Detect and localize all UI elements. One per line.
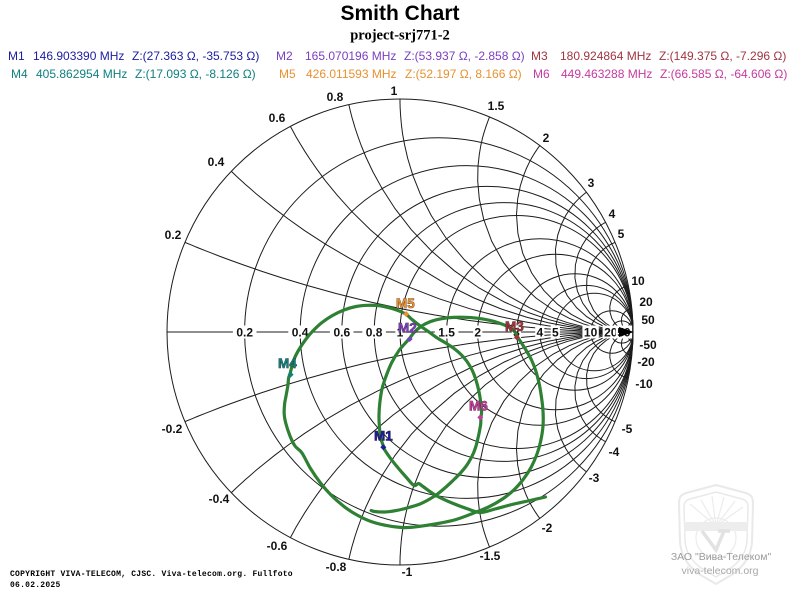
svg-text:-4: -4 bbox=[609, 445, 620, 459]
svg-text:Z:(53.937 Ω, -2.858 Ω): Z:(53.937 Ω, -2.858 Ω) bbox=[404, 49, 525, 63]
svg-text:06.02.2025: 06.02.2025 bbox=[10, 581, 61, 590]
svg-text:449.463288 MHz: 449.463288 MHz bbox=[561, 67, 652, 81]
svg-text:-0.4: -0.4 bbox=[209, 492, 230, 506]
svg-text:M3: M3 bbox=[531, 49, 548, 63]
svg-text:-0.6: -0.6 bbox=[267, 539, 288, 553]
svg-text:-50: -50 bbox=[639, 338, 657, 352]
svg-text:1.5: 1.5 bbox=[488, 99, 505, 113]
svg-text:M5: M5 bbox=[279, 67, 296, 81]
svg-text:2: 2 bbox=[543, 131, 550, 145]
svg-text:M1: M1 bbox=[374, 429, 393, 444]
svg-text:-10: -10 bbox=[635, 377, 653, 391]
svg-text:10: 10 bbox=[631, 274, 645, 288]
svg-text:0.8: 0.8 bbox=[327, 90, 344, 104]
svg-text:Z:(66.585 Ω, -64.606 Ω): Z:(66.585 Ω, -64.606 Ω) bbox=[660, 67, 787, 81]
svg-text:3: 3 bbox=[588, 176, 595, 190]
svg-text:M1: M1 bbox=[8, 49, 25, 63]
svg-text:0.4: 0.4 bbox=[208, 155, 225, 169]
svg-text:Z:(27.363 Ω, -35.753 Ω): Z:(27.363 Ω, -35.753 Ω) bbox=[132, 49, 259, 63]
svg-text:0.4: 0.4 bbox=[292, 326, 309, 340]
svg-text:5: 5 bbox=[618, 227, 625, 241]
svg-text:10: 10 bbox=[584, 326, 598, 340]
svg-text:20: 20 bbox=[604, 326, 618, 340]
svg-text:M2: M2 bbox=[276, 49, 293, 63]
svg-text:M4: M4 bbox=[11, 67, 28, 81]
svg-text:-0.8: -0.8 bbox=[326, 560, 347, 574]
svg-text:4: 4 bbox=[536, 326, 543, 340]
svg-text:4: 4 bbox=[609, 207, 616, 221]
svg-text:M2: M2 bbox=[398, 321, 417, 336]
svg-text:-3: -3 bbox=[589, 471, 600, 485]
svg-text:1: 1 bbox=[391, 84, 398, 98]
svg-text:20: 20 bbox=[639, 295, 653, 309]
svg-text:-20: -20 bbox=[637, 355, 655, 369]
svg-text:0.6: 0.6 bbox=[269, 111, 286, 125]
svg-text:project-srj771-2: project-srj771-2 bbox=[350, 28, 450, 44]
svg-text:1.5: 1.5 bbox=[438, 326, 455, 340]
svg-text:1: 1 bbox=[397, 326, 404, 340]
svg-text:426.011593 MHz: 426.011593 MHz bbox=[306, 67, 397, 81]
svg-text:-5: -5 bbox=[622, 422, 633, 436]
svg-text:viva-telecom.org: viva-telecom.org bbox=[681, 565, 758, 577]
svg-text:Z:(149.375 Ω, -7.296 Ω): Z:(149.375 Ω, -7.296 Ω) bbox=[659, 49, 786, 63]
svg-text:165.070196 MHz: 165.070196 MHz bbox=[305, 49, 396, 63]
svg-text:M6: M6 bbox=[469, 399, 488, 414]
svg-text:M6: M6 bbox=[533, 67, 550, 81]
svg-text:405.862954 MHz: 405.862954 MHz bbox=[36, 67, 127, 81]
svg-text:50: 50 bbox=[641, 313, 655, 327]
svg-text:180.924864 MHz: 180.924864 MHz bbox=[560, 49, 651, 63]
svg-text:Z:(52.197 Ω, 8.166 Ω): Z:(52.197 Ω, 8.166 Ω) bbox=[405, 67, 522, 81]
svg-text:Smith Chart: Smith Chart bbox=[340, 2, 459, 25]
svg-text:0.2: 0.2 bbox=[236, 326, 253, 340]
svg-text:146.903390 MHz: 146.903390 MHz bbox=[33, 49, 124, 63]
svg-text:ЗАО "Вива-Телеком": ЗАО "Вива-Телеком" bbox=[671, 551, 772, 563]
svg-text:COPYRIGHT VIVA-TELECOM, CJSC.: COPYRIGHT VIVA-TELECOM, CJSC. Viva-telec… bbox=[10, 570, 293, 579]
svg-text:-2: -2 bbox=[542, 521, 553, 535]
svg-text:0.2: 0.2 bbox=[165, 228, 182, 242]
svg-text:M5: M5 bbox=[396, 296, 415, 311]
svg-text:-1: -1 bbox=[402, 565, 413, 579]
svg-text:M4: M4 bbox=[278, 356, 297, 371]
svg-text:Z:(17.093 Ω, -8.126 Ω): Z:(17.093 Ω, -8.126 Ω) bbox=[135, 67, 256, 81]
svg-text:-0.2: -0.2 bbox=[162, 422, 183, 436]
svg-text:M3: M3 bbox=[505, 319, 524, 334]
svg-text:5: 5 bbox=[552, 326, 559, 340]
svg-text:0.8: 0.8 bbox=[366, 326, 383, 340]
svg-text:0.6: 0.6 bbox=[333, 326, 350, 340]
svg-text:-1.5: -1.5 bbox=[480, 549, 501, 563]
svg-text:2: 2 bbox=[474, 326, 481, 340]
